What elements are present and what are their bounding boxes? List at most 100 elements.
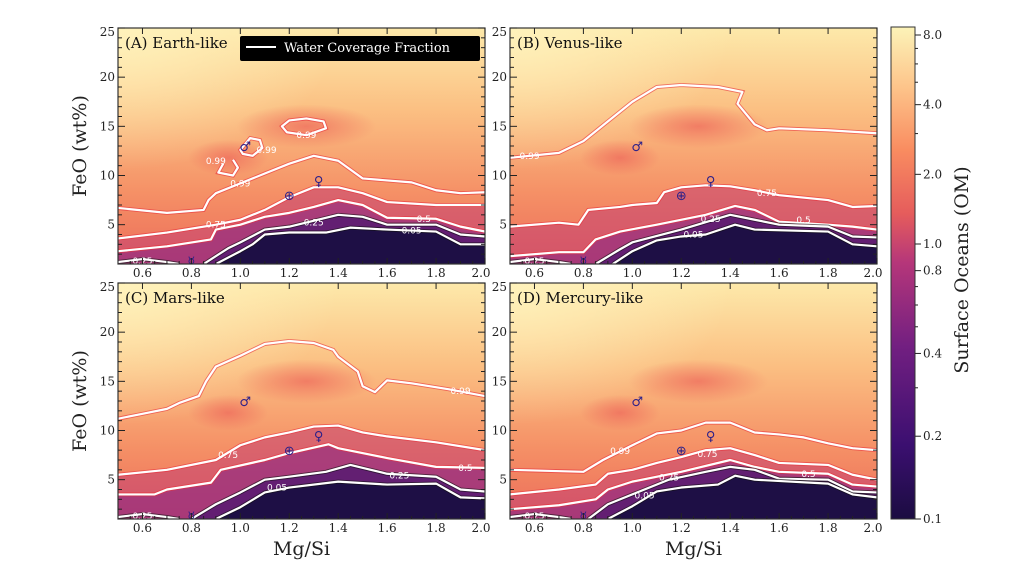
y-tick-label: 25	[100, 25, 115, 39]
colorbar-tick-label: 8.0	[923, 28, 942, 42]
x-tick-label: 0.6	[133, 521, 152, 535]
colorbar-tick-label: 0.1	[923, 512, 942, 526]
x-tick-label: 0.8	[182, 266, 201, 280]
x-tick-label: 0.6	[133, 266, 152, 280]
x-tick-label: 0.8	[574, 521, 593, 535]
contour-line-0.99	[280, 117, 328, 137]
colorbar-tick-label: 4.0	[923, 98, 942, 112]
contour-label: 0.75	[206, 221, 226, 231]
y-tick-label: 5	[499, 473, 507, 487]
x-tick-label: 1.0	[231, 521, 250, 535]
colorbar-label: Surface Oceans (OM)	[951, 166, 973, 373]
colorbar-tick-label: 0.4	[923, 346, 942, 360]
x-tick-label: 1.2	[280, 521, 299, 535]
contour-line-0.75	[118, 424, 485, 476]
x-tick-label: 1.0	[623, 266, 642, 280]
planet-marker-earth: ⊕	[284, 444, 295, 459]
planet-marker-venus: ♀	[314, 174, 324, 189]
heatmap: ☿⊕♀♂0.990.990.990.990.750.50.250.050.25	[118, 28, 485, 264]
panels: ☿⊕♀♂0.990.990.990.990.750.50.250.050.250…	[69, 25, 883, 560]
heatmap: ☿⊕♀♂0.990.750.50.250.050.25	[510, 28, 877, 264]
x-tick-label: 1.4	[329, 266, 348, 280]
panel-1: ☿⊕♀♂0.990.750.50.250.050.250.60.81.01.21…	[492, 25, 883, 280]
colorbar-gradient	[890, 26, 916, 520]
panel-title: (B) Venus-like	[517, 34, 623, 52]
fill-band-0.05	[607, 475, 877, 519]
contour-line-0.5	[510, 458, 877, 511]
x-tick-label: 1.8	[427, 266, 446, 280]
colorbar-tick-label: 0.2	[923, 429, 942, 443]
x-tick-label: 1.2	[280, 266, 299, 280]
x-tick-label: 0.8	[574, 266, 593, 280]
legend: Water Coverage Fraction	[240, 36, 480, 61]
x-tick-label: 2.0	[863, 266, 882, 280]
planet-marker-mars: ♂	[239, 140, 251, 155]
y-tick-label: 5	[107, 218, 115, 232]
y-axis-label: FeO (wt%)	[69, 95, 91, 197]
y-tick-label: 15	[492, 374, 507, 388]
heatmap-spot	[188, 139, 269, 176]
contour-label: 0.5	[458, 464, 472, 474]
contour-label: 0.05	[267, 484, 287, 494]
y-tick-label: 25	[492, 25, 507, 39]
contour-label: 0.99	[206, 157, 226, 167]
contour-label: 0.5	[801, 470, 815, 480]
panel-title: (C) Mars-like	[125, 289, 225, 307]
y-axis-label: FeO (wt%)	[69, 350, 91, 452]
planet-marker-earth: ⊕	[676, 189, 687, 204]
x-tick-label: 1.0	[623, 521, 642, 535]
contour-label: 0.5	[796, 216, 810, 226]
x-tick-label: 1.0	[231, 266, 250, 280]
x-tick-label: 2.0	[471, 521, 490, 535]
colorbar-tick-label: 1.0	[923, 237, 942, 251]
y-tick-label: 25	[492, 280, 507, 294]
contour-label: 0.99	[451, 387, 471, 397]
contour-line-0.99	[118, 339, 485, 420]
contour-label: 0.99	[257, 146, 277, 156]
x-tick-label: 1.4	[721, 266, 740, 280]
legend-label: Water Coverage Fraction	[284, 41, 451, 56]
x-tick-label: 1.2	[672, 521, 691, 535]
contour-line-0.25	[510, 257, 572, 264]
x-axis-label: Mg/Si	[665, 538, 722, 560]
colorbar: 0.1 0.2 0.4 0.8 1.0 2.0 4.0 8.0 Surface Oceans …	[890, 26, 973, 526]
contour-line-0.5	[118, 198, 485, 253]
planet-marker-venus: ♀	[706, 429, 716, 444]
y-tick-label: 5	[107, 473, 115, 487]
contour-line-0.05	[612, 223, 877, 264]
contour-label: 0.25	[659, 474, 679, 484]
heatmap: ☿⊕♀♂0.990.750.50.250.050.25	[510, 283, 877, 519]
contour-label: 0.99	[230, 179, 250, 189]
heatmap-spot	[628, 104, 769, 149]
x-tick-label: 2.0	[471, 266, 490, 280]
y-tick-label: 20	[100, 70, 115, 84]
x-axis-label: Mg/Si	[273, 538, 330, 560]
planet-marker-mars: ♂	[631, 395, 643, 410]
contour-line-0.75	[118, 186, 485, 240]
panel-0: ☿⊕♀♂0.990.990.990.990.750.50.250.050.250…	[69, 25, 491, 280]
contour-label: 0.5	[417, 215, 431, 225]
y-tick-label: 20	[492, 70, 507, 84]
panel-title: (A) Earth-like	[125, 34, 228, 52]
x-tick-label: 1.6	[770, 266, 789, 280]
heatmap-spot	[188, 394, 269, 431]
y-tick-label: 10	[492, 424, 507, 438]
contour-label: 0.25	[701, 215, 721, 225]
contour-line-0.25	[118, 257, 180, 264]
contour-line-0.99	[510, 421, 877, 473]
x-tick-label: 1.8	[819, 266, 838, 280]
fill-band-0.05	[612, 224, 877, 264]
contour-line-0.25	[118, 512, 180, 519]
contour-line-0.5	[118, 443, 485, 496]
x-tick-label: 1.4	[329, 521, 348, 535]
colorbar-tick-label: 0.8	[923, 264, 942, 278]
colorbar-ticks: 0.1 0.2 0.4 0.8 1.0 2.0 4.0 8.0	[915, 28, 942, 526]
contour-line-0.05	[215, 480, 485, 519]
fill-band-0.05	[215, 481, 485, 519]
contour-line-0.25	[510, 512, 572, 519]
planet-marker-venus: ♀	[314, 429, 324, 444]
heatmap-spot	[236, 359, 377, 404]
heatmap-spot	[628, 359, 769, 404]
y-tick-label: 20	[492, 325, 507, 339]
x-tick-label: 1.6	[378, 266, 397, 280]
